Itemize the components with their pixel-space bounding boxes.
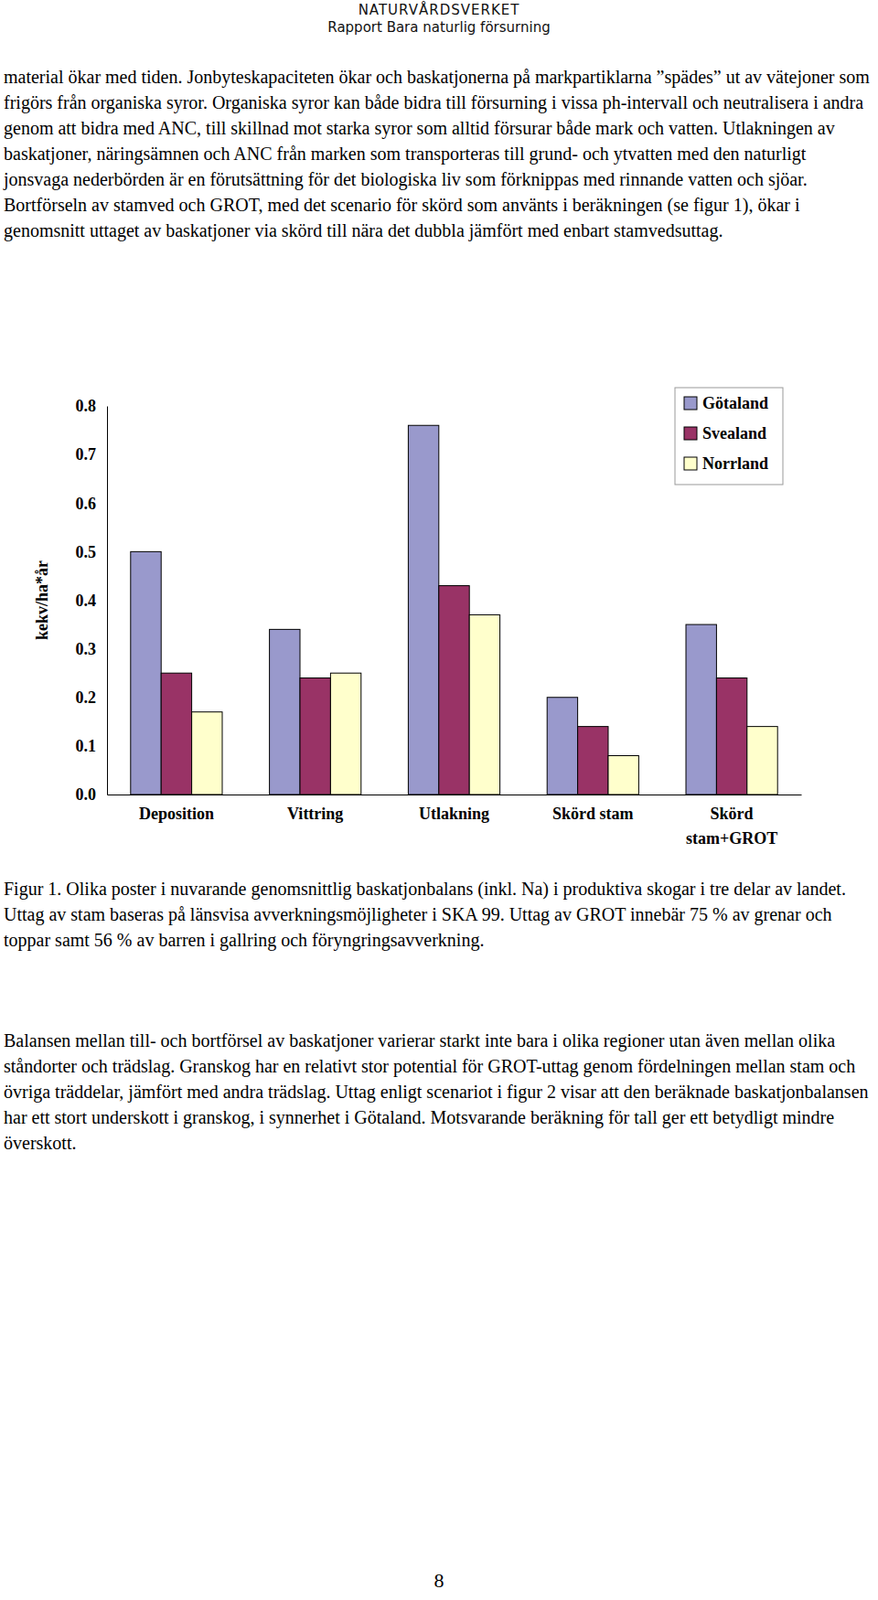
- bar: [407, 425, 439, 795]
- category-label: Skörd stam: [552, 804, 634, 824]
- bar: [160, 673, 192, 795]
- category-label: Deposition: [139, 804, 215, 824]
- bar: [192, 712, 223, 795]
- tick-label: 0.4: [75, 591, 97, 611]
- caption: Figur 1. Olika poster i nuvarande genoms…: [3, 876, 875, 953]
- bar: [578, 727, 609, 795]
- y-axis-line: [107, 406, 108, 796]
- tick-label: 0.5: [75, 543, 97, 562]
- y-axis-title: kekv/ha*år: [32, 560, 52, 641]
- bar: [299, 678, 331, 796]
- bar: [130, 551, 161, 795]
- tick-label: 0.3: [75, 640, 97, 659]
- tick: 0.6: [75, 494, 108, 514]
- series: [130, 425, 718, 795]
- legend-swatch: [684, 457, 697, 471]
- bar: [716, 678, 747, 796]
- category-label: Vittring: [287, 804, 343, 824]
- header-report: Rapport Bara naturlig försurning: [0, 19, 878, 36]
- tick: Skörd stam: [552, 794, 634, 824]
- bar: [685, 624, 717, 795]
- legend-label: Götaland: [702, 394, 769, 413]
- legend-entry: Svealand: [684, 424, 767, 443]
- series: [160, 586, 748, 795]
- tick-label: 0.7: [75, 445, 97, 464]
- bar: [469, 614, 500, 795]
- tick: Utlakning: [418, 794, 490, 824]
- legend-box: [674, 387, 783, 485]
- paragraph: Balansen mellan till- och bortförsel av …: [3, 1027, 875, 1157]
- tick: 0.0: [75, 785, 108, 804]
- page-number: 8: [0, 1569, 878, 1594]
- tick: 0.2: [75, 688, 108, 707]
- text-block: Balansen mellan till- och bortförsel av …: [3, 1027, 875, 1157]
- tick: Vittring: [287, 794, 343, 824]
- bar: [608, 756, 639, 796]
- category-label: Utlakning: [418, 804, 490, 824]
- x-axis: Deposition Vittring Utlakning Skörd stam Skö…: [107, 794, 803, 848]
- tick-label: 0.0: [75, 785, 97, 804]
- tick: 0.5: [75, 543, 108, 562]
- tick: 0.7: [75, 445, 108, 464]
- tick-label: 0.8: [75, 396, 97, 416]
- bar: [330, 673, 361, 795]
- y-axis: 0.0 0.1 0.2 0.3 0.4 0.5 0.6 0.7 0.8: [75, 396, 108, 804]
- bar: [546, 697, 578, 795]
- text-block: material ökar med tiden. Jonbyteskapacit…: [3, 64, 875, 244]
- legend-entry: Norrland: [684, 454, 769, 473]
- tick: Deposition: [139, 794, 215, 824]
- tick: Skördstam+GROT: [685, 794, 778, 848]
- bar: [269, 629, 300, 795]
- legend-swatch: [684, 396, 697, 410]
- paragraph: Bortförseln av stamved och GROT, med det…: [3, 192, 875, 244]
- paragraph: material ökar med tiden. Jonbyteskapacit…: [3, 64, 875, 193]
- tick: 0.1: [75, 737, 108, 756]
- tick-label: 0.2: [75, 688, 97, 707]
- legend-swatch: [684, 427, 697, 440]
- legend-entry: Götaland: [684, 394, 769, 413]
- x-axis-line: [107, 794, 803, 796]
- tick-label: 0.6: [75, 494, 97, 514]
- chart: 0.0 0.1 0.2 0.3 0.4 0.5 0.6 0.7 0.8 Deposition Vit…: [0, 384, 878, 883]
- series: [192, 614, 779, 795]
- legend-label: Norrland: [702, 454, 769, 473]
- bar: [439, 586, 470, 795]
- tick: 0.3: [75, 640, 108, 659]
- tick-label: 0.1: [75, 737, 97, 756]
- bar: [747, 727, 778, 795]
- category-label: Skördstam+GROT: [685, 804, 778, 848]
- legend-label: Svealand: [702, 424, 767, 443]
- legend: Götaland Svealand Norrland: [674, 387, 783, 485]
- tick: 0.8: [75, 396, 108, 416]
- header-organization: NATURVÅRDSVERKET: [0, 1, 878, 19]
- tick: 0.4: [75, 591, 108, 611]
